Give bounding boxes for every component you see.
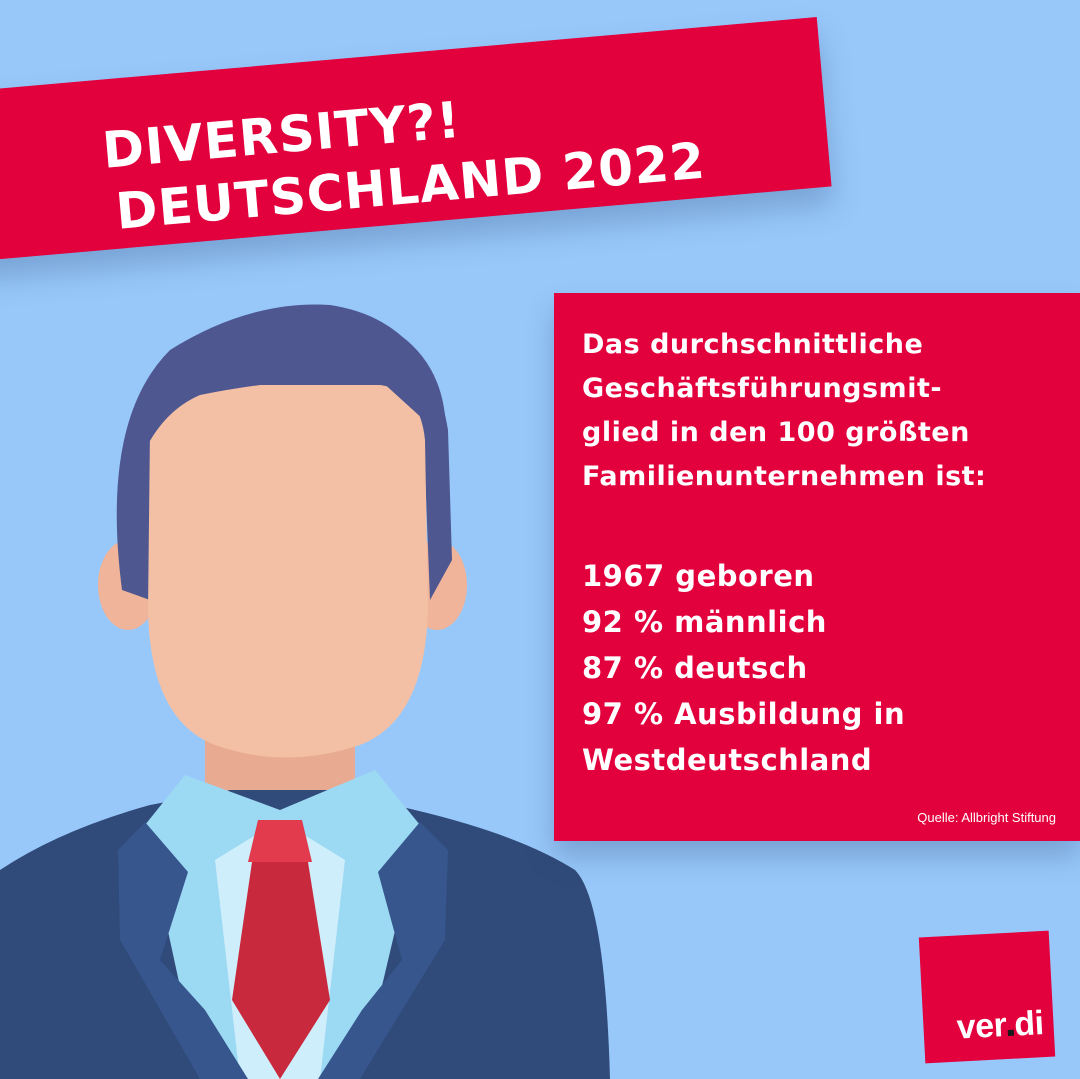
tie-knot xyxy=(248,820,312,862)
intro-line: Das durchschnittliche xyxy=(582,329,924,360)
fact-line: 87 % deutsch xyxy=(582,651,808,685)
intro-line: glied in den 100 größten xyxy=(582,417,970,448)
intro-line: Geschäftsführungsmit- xyxy=(582,373,943,404)
face xyxy=(148,385,428,758)
logo-text: ver di xyxy=(955,1004,1045,1047)
info-box: Das durchschnittliche Geschäftsführungsm… xyxy=(554,293,1080,841)
lapel-right xyxy=(318,822,448,1079)
verdi-logo: ver di xyxy=(918,930,1056,1064)
info-facts: 1967 geboren 92 % männlich 87 % deutsch … xyxy=(582,553,1072,783)
intro-line: Familienunternehmen ist: xyxy=(582,461,987,492)
lapel-left xyxy=(118,822,248,1079)
fact-line: Westdeutschland xyxy=(582,743,873,777)
fact-line: 97 % Ausbildung in xyxy=(582,697,906,731)
fact-line: 1967 geboren xyxy=(582,559,815,593)
fact-line: 92 % männlich xyxy=(582,605,827,639)
logo-dot xyxy=(1007,1029,1014,1036)
info-intro: Das durchschnittliche Geschäftsführungsm… xyxy=(582,323,1072,499)
hair-top xyxy=(145,311,447,450)
source-note: Quelle: Allbright Stiftung xyxy=(917,810,1056,825)
tie xyxy=(232,862,330,1079)
